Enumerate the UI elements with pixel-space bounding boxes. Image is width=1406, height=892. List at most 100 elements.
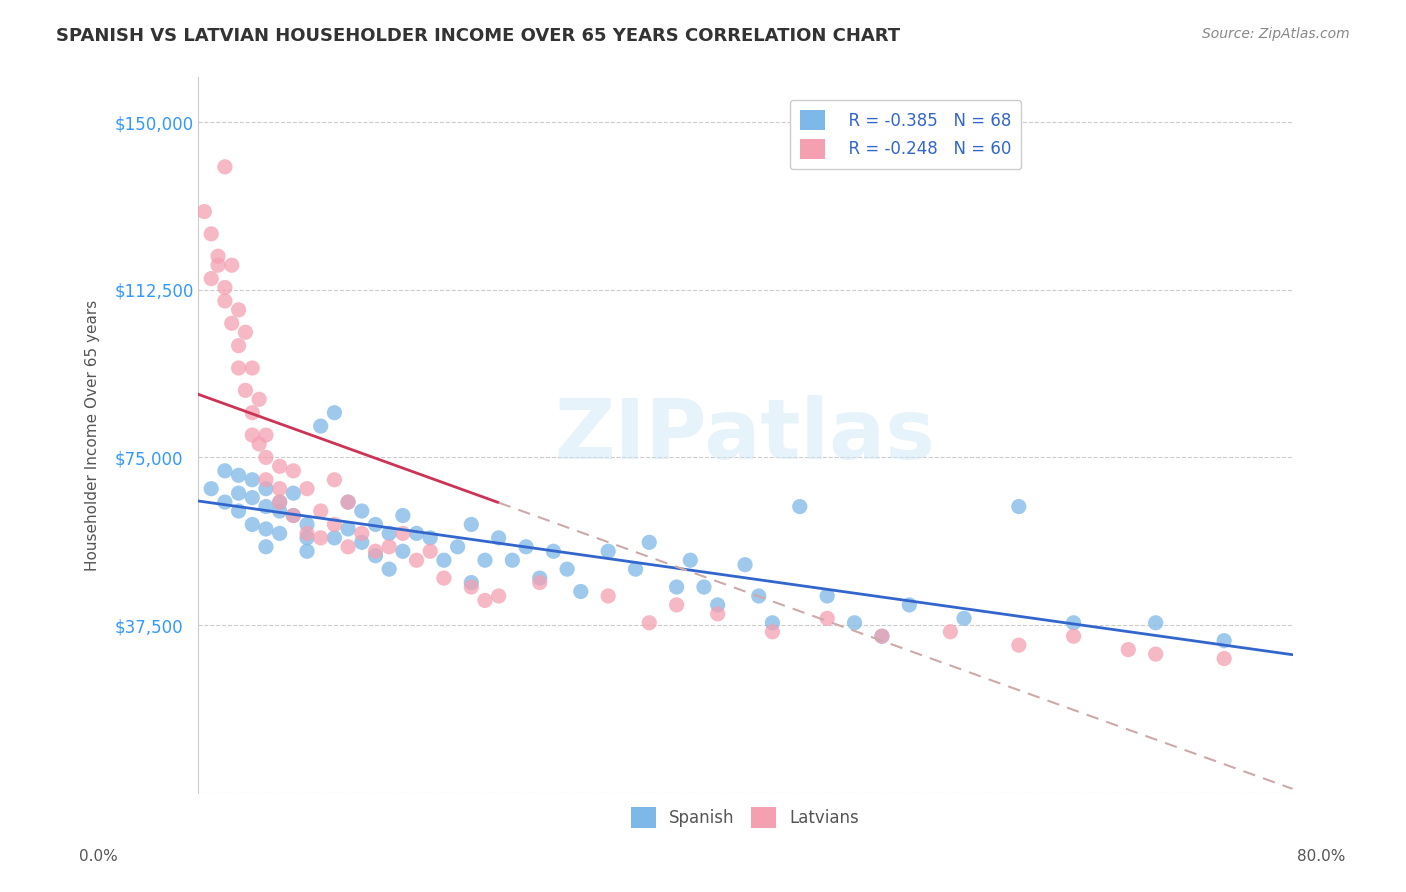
Latvians xyxy=(283,508,305,523)
Spanish xyxy=(269,504,291,518)
Latvians xyxy=(1008,638,1031,652)
Spanish xyxy=(419,531,441,545)
Latvians xyxy=(207,249,229,263)
Latvians xyxy=(1213,651,1236,665)
Latvians xyxy=(1063,629,1085,643)
Spanish xyxy=(323,531,346,545)
Spanish xyxy=(844,615,866,630)
Spanish xyxy=(555,562,578,576)
Spanish xyxy=(240,517,263,532)
Y-axis label: Householder Income Over 65 years: Householder Income Over 65 years xyxy=(86,300,100,571)
Spanish xyxy=(228,468,250,483)
Latvians xyxy=(488,589,510,603)
Spanish xyxy=(543,544,565,558)
Latvians xyxy=(283,464,305,478)
Spanish xyxy=(624,562,647,576)
Spanish xyxy=(734,558,756,572)
Latvians xyxy=(405,553,427,567)
Spanish xyxy=(254,522,277,536)
Spanish xyxy=(350,535,373,549)
Spanish xyxy=(748,589,770,603)
Latvians xyxy=(474,593,496,607)
Spanish xyxy=(870,629,893,643)
Spanish xyxy=(295,531,318,545)
Spanish xyxy=(501,553,523,567)
Latvians xyxy=(309,531,332,545)
Spanish xyxy=(240,473,263,487)
Text: SPANISH VS LATVIAN HOUSEHOLDER INCOME OVER 65 YEARS CORRELATION CHART: SPANISH VS LATVIAN HOUSEHOLDER INCOME OV… xyxy=(56,27,900,45)
Spanish xyxy=(638,535,661,549)
Latvians xyxy=(419,544,441,558)
Spanish xyxy=(488,531,510,545)
Spanish xyxy=(679,553,702,567)
Spanish xyxy=(474,553,496,567)
Latvians xyxy=(378,540,401,554)
Spanish xyxy=(665,580,688,594)
Latvians xyxy=(598,589,620,603)
Spanish xyxy=(1144,615,1167,630)
Latvians xyxy=(939,624,962,639)
Text: 0.0%: 0.0% xyxy=(79,849,118,863)
Latvians xyxy=(392,526,415,541)
Spanish xyxy=(337,495,360,509)
Latvians xyxy=(1118,642,1140,657)
Latvians xyxy=(221,258,243,272)
Spanish xyxy=(761,615,783,630)
Latvians xyxy=(228,361,250,376)
Spanish xyxy=(460,517,482,532)
Spanish xyxy=(446,540,468,554)
Latvians xyxy=(761,624,783,639)
Spanish xyxy=(309,419,332,434)
Latvians xyxy=(706,607,728,621)
Spanish xyxy=(323,406,346,420)
Spanish xyxy=(283,486,305,500)
Latvians xyxy=(1144,647,1167,661)
Latvians xyxy=(254,450,277,465)
Spanish xyxy=(789,500,811,514)
Spanish xyxy=(269,526,291,541)
Latvians xyxy=(214,160,236,174)
Spanish xyxy=(295,544,318,558)
Spanish xyxy=(378,526,401,541)
Latvians xyxy=(200,271,222,285)
Latvians xyxy=(323,473,346,487)
Spanish xyxy=(269,495,291,509)
Spanish xyxy=(1063,615,1085,630)
Spanish xyxy=(1213,633,1236,648)
Latvians xyxy=(269,482,291,496)
Latvians xyxy=(228,338,250,352)
Latvians xyxy=(295,526,318,541)
Latvians xyxy=(214,280,236,294)
Latvians xyxy=(269,459,291,474)
Spanish xyxy=(295,517,318,532)
Latvians xyxy=(638,615,661,630)
Spanish xyxy=(598,544,620,558)
Latvians xyxy=(460,580,482,594)
Latvians xyxy=(323,517,346,532)
Latvians xyxy=(235,325,257,339)
Spanish xyxy=(460,575,482,590)
Latvians xyxy=(193,204,215,219)
Spanish xyxy=(350,504,373,518)
Spanish xyxy=(378,562,401,576)
Spanish xyxy=(569,584,592,599)
Spanish xyxy=(392,508,415,523)
Latvians xyxy=(269,495,291,509)
Legend: Spanish, Latvians: Spanish, Latvians xyxy=(624,801,866,834)
Spanish xyxy=(898,598,921,612)
Latvians xyxy=(254,428,277,442)
Spanish xyxy=(392,544,415,558)
Spanish xyxy=(433,553,456,567)
Spanish xyxy=(254,500,277,514)
Latvians xyxy=(665,598,688,612)
Latvians xyxy=(337,540,360,554)
Spanish xyxy=(200,482,222,496)
Latvians xyxy=(309,504,332,518)
Latvians xyxy=(364,544,387,558)
Text: 80.0%: 80.0% xyxy=(1298,849,1346,863)
Latvians xyxy=(200,227,222,241)
Latvians xyxy=(240,406,263,420)
Spanish xyxy=(283,508,305,523)
Latvians xyxy=(337,495,360,509)
Spanish xyxy=(405,526,427,541)
